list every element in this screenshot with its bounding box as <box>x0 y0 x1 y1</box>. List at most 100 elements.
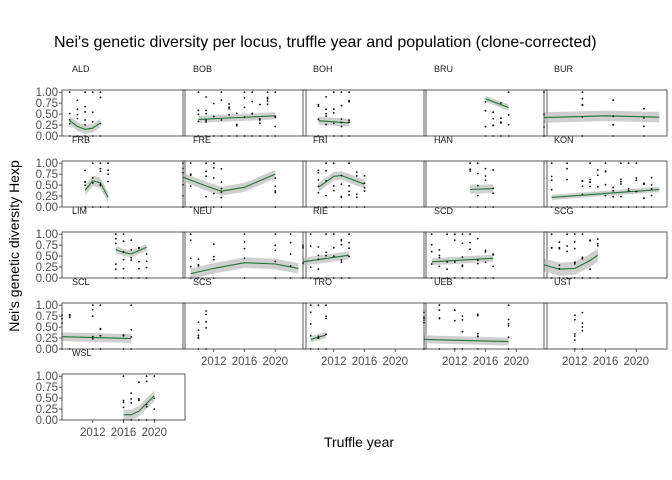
data-point <box>589 162 591 165</box>
data-point <box>99 334 102 337</box>
data-point <box>596 174 599 177</box>
data-point <box>145 266 148 269</box>
data-point <box>612 115 615 118</box>
data-point <box>355 193 358 196</box>
data-point <box>309 311 312 314</box>
data-point <box>325 315 327 317</box>
panel-border <box>182 89 307 137</box>
chart-title: Nei's genetic diversity per locus, truff… <box>54 34 597 51</box>
data-point <box>484 125 487 128</box>
data-point <box>332 189 335 192</box>
x-tick-label: 2012 <box>321 356 347 368</box>
data-point <box>446 261 448 263</box>
data-point <box>476 259 479 262</box>
panel-border <box>423 160 548 208</box>
data-point <box>197 336 200 339</box>
smooth-line <box>182 173 276 192</box>
data-point <box>235 124 238 127</box>
data-point <box>348 184 350 187</box>
data-point <box>581 97 584 100</box>
data-point <box>212 255 215 258</box>
x-tick-label: 2016 <box>352 356 378 368</box>
data-point <box>84 184 86 187</box>
data-point <box>550 233 553 236</box>
facet-label: WSL <box>72 348 92 358</box>
data-point <box>274 115 277 118</box>
panel-border <box>302 302 427 350</box>
facet-label: KON <box>554 135 574 145</box>
data-point <box>507 123 510 126</box>
x-tick-label: 2020 <box>382 356 408 368</box>
facet-label: FRI <box>313 135 328 145</box>
data-point <box>205 119 208 121</box>
data-point <box>627 162 630 165</box>
data-point <box>145 405 148 408</box>
data-point <box>107 169 109 172</box>
data-point <box>325 112 327 115</box>
panel-border <box>182 160 307 208</box>
data-point <box>476 237 479 240</box>
data-point <box>581 104 584 107</box>
data-point <box>325 251 327 254</box>
data-point <box>259 122 261 125</box>
data-point <box>317 337 320 340</box>
data-point <box>461 319 464 321</box>
data-point <box>581 326 584 328</box>
data-point <box>68 91 71 94</box>
data-point <box>317 171 320 174</box>
data-point <box>317 169 320 172</box>
smooth-line <box>198 115 276 120</box>
data-point <box>581 233 584 236</box>
data-point <box>507 304 510 307</box>
data-point <box>340 118 343 120</box>
data-point <box>309 334 312 337</box>
panel-border <box>182 302 307 350</box>
data-point <box>99 122 102 125</box>
data-point <box>122 250 125 253</box>
data-point <box>309 266 312 269</box>
data-point <box>461 315 464 317</box>
data-point <box>573 233 576 236</box>
confidence-band <box>544 110 660 123</box>
data-point <box>604 162 607 165</box>
data-point <box>643 125 645 128</box>
panel-border <box>61 89 186 137</box>
data-point <box>266 103 269 106</box>
data-point <box>84 124 86 126</box>
data-point <box>317 335 320 338</box>
data-point <box>68 118 71 121</box>
data-point <box>205 320 208 323</box>
data-point <box>484 251 487 253</box>
smooth-line <box>470 188 494 191</box>
panel-border <box>543 160 668 208</box>
data-point <box>114 268 117 270</box>
data-point <box>317 246 320 248</box>
data-point <box>84 91 86 94</box>
data-point <box>453 261 456 263</box>
data-point <box>573 247 576 250</box>
data-point <box>325 108 327 111</box>
data-point <box>340 125 343 128</box>
data-point <box>612 99 615 102</box>
data-point <box>325 254 327 257</box>
data-point <box>99 170 102 173</box>
data-point <box>251 112 254 115</box>
smooth-line <box>423 338 509 343</box>
data-point <box>446 268 448 270</box>
data-point <box>566 245 568 247</box>
facet-label: FRB <box>72 135 90 145</box>
data-point <box>205 310 208 312</box>
data-point <box>243 91 246 94</box>
data-point <box>325 162 327 165</box>
data-point <box>469 170 471 172</box>
data-point <box>107 173 109 176</box>
data-point <box>259 103 261 106</box>
data-point <box>274 244 277 247</box>
confidence-band <box>85 175 109 203</box>
y-tick-label: 0.00 <box>36 415 58 427</box>
data-point <box>274 185 277 188</box>
data-point <box>122 267 125 270</box>
data-point <box>340 259 343 261</box>
data-point <box>461 265 464 268</box>
y-tick-label: 0.25 <box>36 191 58 203</box>
